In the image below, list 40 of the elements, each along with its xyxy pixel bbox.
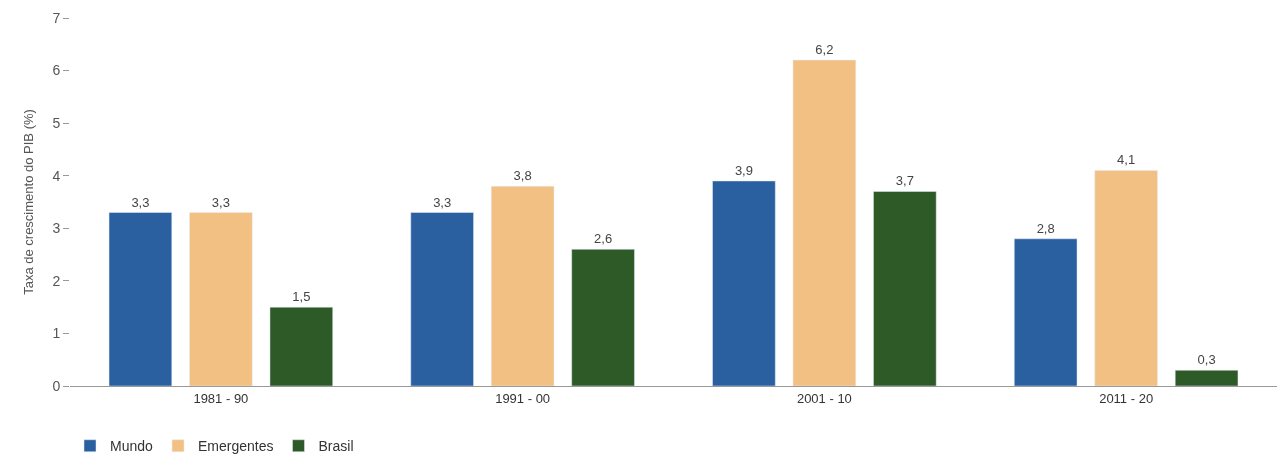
y-tick-label: 4 bbox=[52, 167, 61, 184]
x-tick-label: 2011 - 20 bbox=[1099, 390, 1154, 406]
data-label: 2,6 bbox=[594, 231, 613, 247]
y-tick-label: 3 bbox=[52, 220, 61, 237]
bar bbox=[490, 185, 555, 386]
bar bbox=[712, 180, 776, 386]
bar bbox=[108, 212, 173, 386]
x-tick-label: 2001 - 10 bbox=[796, 390, 852, 406]
y-tick-label: 5 bbox=[52, 115, 61, 132]
bar bbox=[269, 306, 333, 386]
bar bbox=[1094, 170, 1158, 386]
data-label: 6,2 bbox=[815, 42, 834, 58]
bar bbox=[410, 212, 474, 386]
legend-label: Brasil bbox=[318, 438, 354, 455]
legend-label: Emergentes bbox=[198, 438, 274, 455]
data-label: 3,7 bbox=[895, 173, 914, 189]
data-label: 3,3 bbox=[433, 194, 452, 210]
y-tick-label: 0 bbox=[52, 377, 61, 394]
y-tick-label: 2 bbox=[52, 272, 61, 289]
y-tick-label: 6 bbox=[52, 62, 61, 79]
data-label: 3,3 bbox=[211, 194, 230, 210]
y-tick-label: 1 bbox=[52, 325, 61, 342]
data-label: 4,1 bbox=[1117, 152, 1136, 168]
data-label: 0,3 bbox=[1197, 352, 1216, 368]
data-label: 1,5 bbox=[292, 289, 311, 305]
data-label: 3,3 bbox=[131, 194, 150, 210]
x-tick-label: 1981 - 90 bbox=[193, 390, 249, 406]
bar bbox=[792, 59, 857, 386]
data-label: 2,8 bbox=[1036, 220, 1055, 236]
bar bbox=[1174, 369, 1239, 386]
y-tick-label: 7 bbox=[52, 9, 61, 26]
data-label: 3,9 bbox=[734, 162, 753, 178]
bar bbox=[189, 212, 253, 386]
data-label: 3,8 bbox=[513, 168, 532, 184]
legend-label: Mundo bbox=[110, 438, 154, 455]
bar bbox=[571, 249, 635, 386]
bar bbox=[873, 191, 937, 386]
y-axis-title: Taxa de crescimento do PIB (%) bbox=[21, 109, 37, 295]
bar bbox=[1014, 238, 1078, 386]
x-tick-label: 1991 - 00 bbox=[495, 390, 551, 406]
